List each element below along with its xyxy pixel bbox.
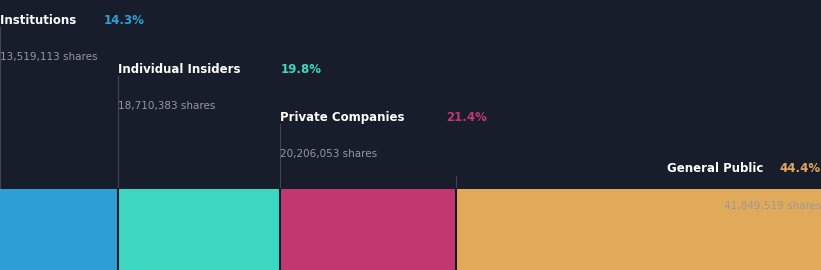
Text: 18,710,383 shares: 18,710,383 shares <box>117 101 215 111</box>
Text: 44.4%: 44.4% <box>780 163 821 176</box>
Text: 20,206,053 shares: 20,206,053 shares <box>280 149 378 159</box>
Text: Individual Insiders: Individual Insiders <box>117 63 244 76</box>
Text: Private Companies: Private Companies <box>280 111 409 124</box>
Text: Institutions: Institutions <box>0 14 80 27</box>
Bar <box>0 189 117 270</box>
Bar <box>280 189 456 270</box>
Text: 19.8%: 19.8% <box>281 63 322 76</box>
Bar <box>117 189 280 270</box>
Text: General Public: General Public <box>667 163 768 176</box>
Text: 14.3%: 14.3% <box>103 14 144 27</box>
Text: 21.4%: 21.4% <box>446 111 487 124</box>
Text: 41,849,519 shares: 41,849,519 shares <box>723 201 821 211</box>
Bar <box>456 189 821 270</box>
Text: 13,519,113 shares: 13,519,113 shares <box>0 52 98 62</box>
